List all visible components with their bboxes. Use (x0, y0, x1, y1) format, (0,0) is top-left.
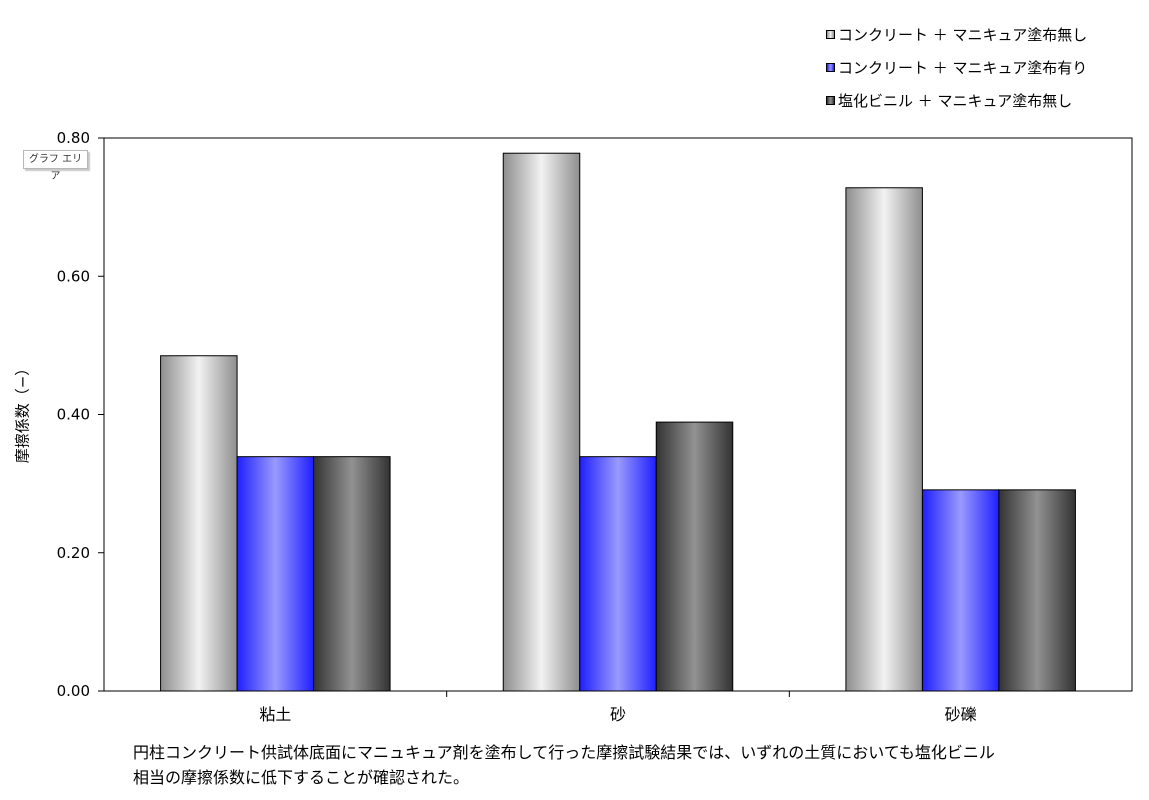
legend-item: コンクリート ＋ マニキュア塗布有り (826, 51, 1087, 84)
x-tick-label: 粘土 (259, 705, 291, 724)
legend-item: 塩化ビニル ＋ マニキュア塗布無し (826, 84, 1087, 117)
bar (236, 456, 315, 692)
caption-line: 相当の摩擦係数に低下することが確認された。 (133, 768, 470, 787)
bar (502, 152, 581, 692)
bar (845, 187, 923, 692)
caption: 円柱コンクリート供試体底面にマニュキュア剤を塗布して行った摩擦試験結果では、いず… (133, 740, 1123, 790)
x-tick-label: 砂 (610, 705, 626, 724)
y-tick-label: 0.80 (57, 129, 90, 147)
legend-swatch (826, 63, 835, 72)
y-tick-label: 0.60 (57, 267, 90, 285)
bar (921, 489, 1000, 692)
legend-label: コンクリート ＋ マニキュア塗布有り (838, 59, 1088, 77)
legend-swatch (826, 30, 835, 39)
legend-label: 塩化ビニル ＋ マニキュア塗布無し (838, 92, 1073, 110)
x-tick-label: 砂礫 (945, 705, 977, 724)
y-axis-label: 摩擦係数（−） (13, 360, 32, 464)
bar (579, 456, 657, 692)
y-tick-label: 0.20 (57, 544, 90, 562)
legend-swatch (826, 96, 835, 105)
bars (160, 152, 1076, 692)
bar (998, 489, 1076, 692)
chart-area-tag: グラフ エリア (23, 150, 88, 182)
x-axis: 粘土 砂 砂礫 (259, 691, 977, 724)
bar (313, 456, 391, 692)
legend-label: コンクリート ＋ マニキュア塗布無し (838, 26, 1088, 44)
y-tick-label: 0.00 (57, 682, 90, 700)
legend-item: コンクリート ＋ マニキュア塗布無し (826, 18, 1087, 51)
caption-line: 円柱コンクリート供試体底面にマニュキュア剤を塗布して行った摩擦試験結果では、いず… (133, 743, 995, 762)
y-tick-label: 0.40 (57, 406, 90, 424)
y-axis: 0.00 0.20 0.40 0.60 0.80 (57, 129, 104, 700)
legend: コンクリート ＋ マニキュア塗布無し コンクリート ＋ マニキュア塗布有り 塩化… (826, 18, 1087, 117)
bar (655, 421, 734, 692)
bar (160, 355, 238, 692)
